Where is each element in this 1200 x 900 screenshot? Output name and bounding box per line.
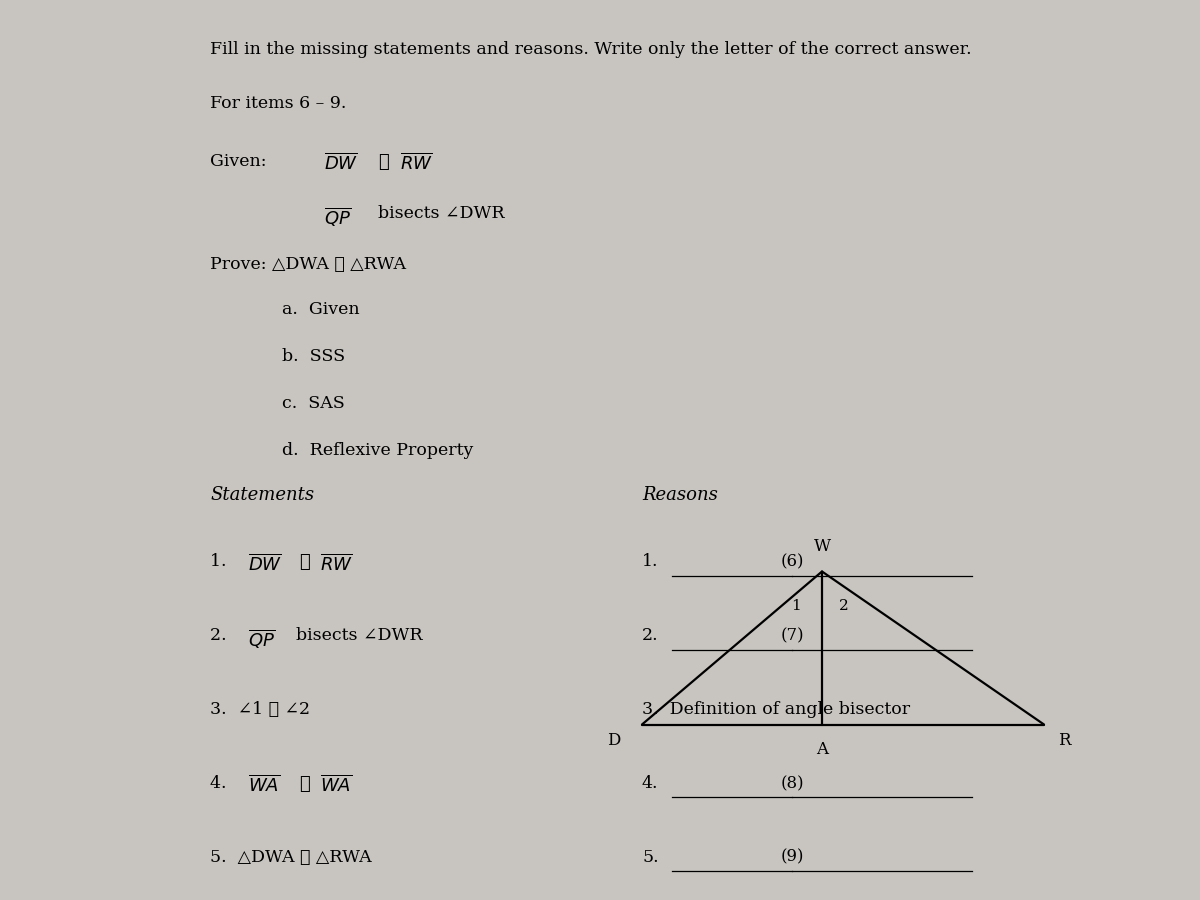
Text: 2.: 2.: [642, 627, 659, 644]
Text: bisects ∠DWR: bisects ∠DWR: [296, 627, 424, 644]
Text: (7): (7): [780, 627, 804, 644]
Text: D: D: [607, 732, 620, 749]
Text: $\overline{\mathit{WA}}$: $\overline{\mathit{WA}}$: [248, 775, 281, 796]
Text: (8): (8): [780, 775, 804, 792]
Text: A: A: [816, 741, 828, 758]
Text: $\overline{\mathit{DW}}$: $\overline{\mathit{DW}}$: [248, 554, 283, 574]
Text: Fill in the missing statements and reasons. Write only the letter of the correct: Fill in the missing statements and reaso…: [210, 40, 972, 58]
Text: $\overline{\mathit{QP}}$: $\overline{\mathit{QP}}$: [248, 627, 276, 650]
Text: Given:: Given:: [210, 153, 266, 170]
Text: $\overline{\mathit{RW}}$: $\overline{\mathit{RW}}$: [400, 153, 432, 174]
Text: (9): (9): [780, 849, 804, 866]
Text: 4.: 4.: [642, 775, 659, 792]
Text: 2: 2: [839, 598, 848, 613]
Text: 1.: 1.: [642, 554, 659, 571]
Text: 1.: 1.: [210, 554, 232, 571]
Text: (6): (6): [780, 554, 804, 571]
Text: d.  Reflexive Property: d. Reflexive Property: [282, 442, 473, 459]
Text: 5.  △DWA ≅ △RWA: 5. △DWA ≅ △RWA: [210, 849, 372, 866]
Text: 3.  Definition of angle bisector: 3. Definition of angle bisector: [642, 701, 910, 718]
Text: bisects ∠DWR: bisects ∠DWR: [378, 205, 505, 222]
Text: 4.: 4.: [210, 775, 232, 792]
Text: ≅: ≅: [299, 554, 310, 572]
Text: ≅: ≅: [299, 775, 310, 793]
Text: 1: 1: [791, 598, 800, 613]
Text: c.  SAS: c. SAS: [282, 395, 344, 412]
Text: $\overline{\mathit{RW}}$: $\overline{\mathit{RW}}$: [320, 554, 353, 574]
Text: For items 6 – 9.: For items 6 – 9.: [210, 94, 347, 112]
Text: R: R: [1058, 732, 1070, 749]
Text: $\overline{\mathit{DW}}$: $\overline{\mathit{DW}}$: [324, 153, 359, 174]
Text: Statements: Statements: [210, 486, 314, 504]
Text: 5.: 5.: [642, 849, 659, 866]
Text: Prove: △DWA ≅ △RWA: Prove: △DWA ≅ △RWA: [210, 256, 406, 274]
Text: Reasons: Reasons: [642, 486, 718, 504]
Text: $\overline{\mathit{QP}}$: $\overline{\mathit{QP}}$: [324, 205, 352, 228]
Text: $\overline{\mathit{WA}}$: $\overline{\mathit{WA}}$: [320, 775, 353, 796]
Text: ≅: ≅: [378, 153, 389, 171]
Text: 3.  ∠1 ≅ ∠2: 3. ∠1 ≅ ∠2: [210, 701, 310, 718]
Text: W: W: [814, 538, 830, 555]
Text: 2.: 2.: [210, 627, 232, 644]
Text: a.  Given: a. Given: [282, 302, 360, 319]
Text: b.  SSS: b. SSS: [282, 348, 346, 365]
